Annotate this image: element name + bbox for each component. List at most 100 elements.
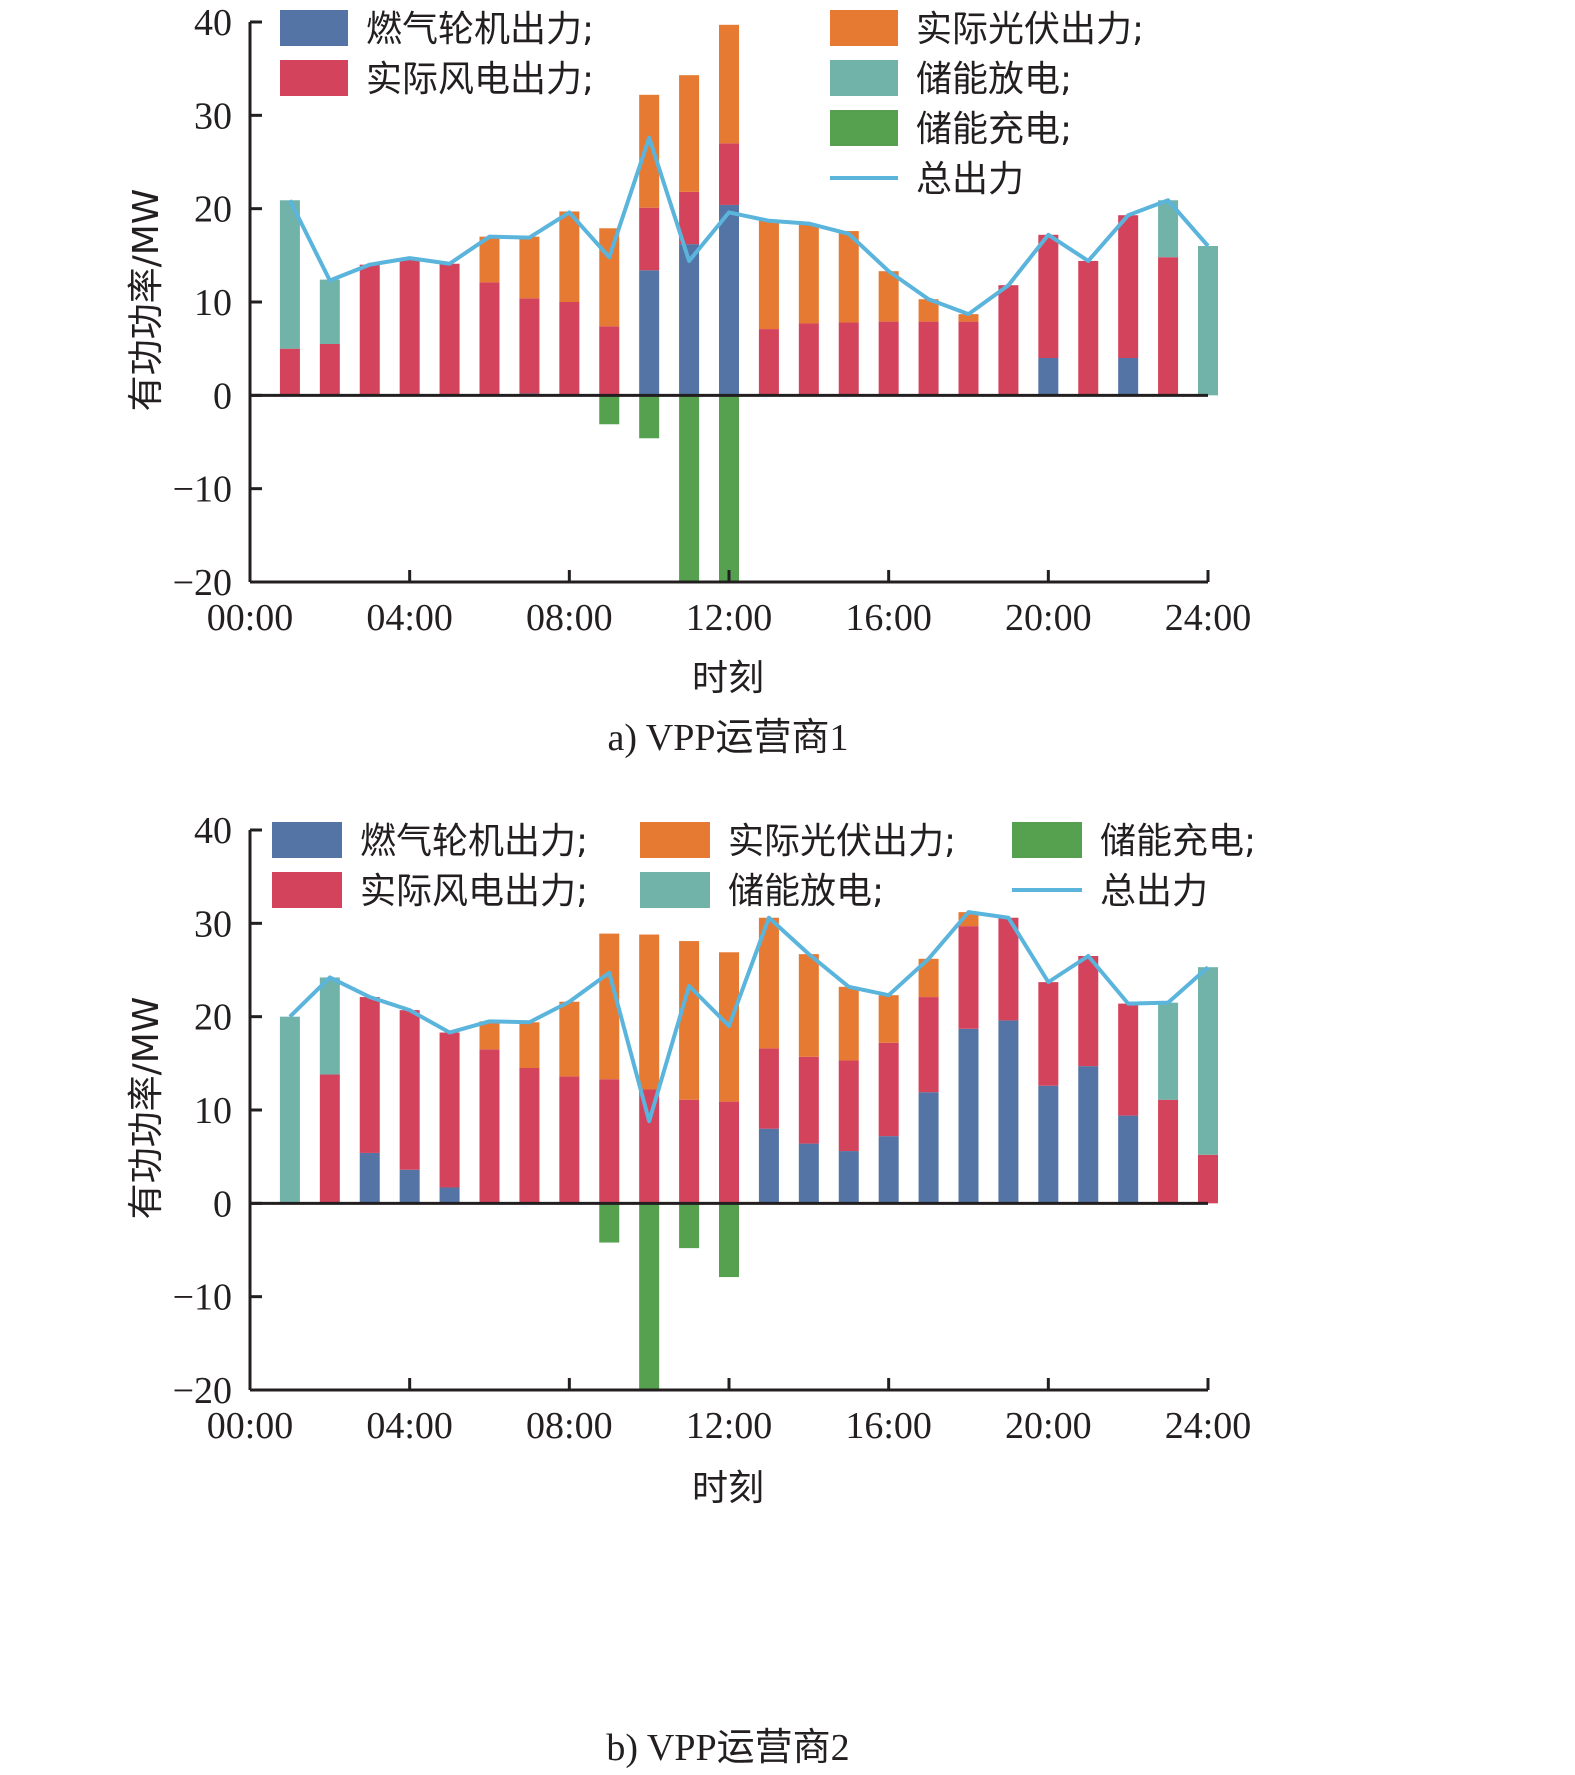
legend-label: 储能充电; bbox=[916, 109, 1072, 150]
bar-segment-wind bbox=[1158, 1099, 1179, 1204]
legend-label: 储能放电; bbox=[916, 59, 1072, 100]
bar-segment-gas bbox=[758, 1128, 779, 1204]
x-axis-title: 时刻 bbox=[692, 1468, 764, 1509]
bar-segment-pv bbox=[559, 211, 580, 302]
bar-segment-discharge bbox=[279, 1016, 300, 1204]
bar-segment-gas bbox=[1118, 358, 1139, 396]
bar-segment-wind bbox=[998, 917, 1019, 1021]
bar-segment-discharge bbox=[319, 977, 340, 1075]
y-tick-label: −10 bbox=[173, 1277, 232, 1319]
bar-segment-gas bbox=[798, 1143, 819, 1204]
bar-segment-wind bbox=[758, 329, 779, 396]
y-tick-label: −20 bbox=[173, 1370, 232, 1412]
bar-segment-gas bbox=[838, 1151, 859, 1204]
bar-segment-wind bbox=[639, 1089, 660, 1204]
bar-segment-wind bbox=[519, 298, 540, 394]
y-tick-label: 40 bbox=[194, 2, 232, 44]
bar-segment-pv bbox=[758, 220, 779, 330]
bar-segment-discharge bbox=[1198, 967, 1218, 1155]
bar-segment-wind bbox=[878, 321, 899, 396]
bar-segment-pv bbox=[639, 94, 660, 208]
bar-segment-wind bbox=[1118, 1003, 1139, 1116]
total-output-line bbox=[288, 135, 1210, 317]
bar-segment-wind bbox=[1118, 215, 1139, 358]
bar-segment-pv bbox=[479, 236, 500, 283]
legend-label: 燃气轮机出力; bbox=[366, 9, 594, 50]
x-tick-label: 00:00 bbox=[207, 1405, 294, 1447]
bar-segment-wind bbox=[719, 1101, 739, 1204]
chart-panel-a: −20 −10 0 10 20 30 40 00:00 04:00 08:00 12:00 16:0… bbox=[126, 2, 1251, 759]
bar-segment-charge bbox=[599, 1203, 620, 1243]
bar-segment-discharge bbox=[1158, 1002, 1179, 1100]
x-tick-label: 20:00 bbox=[1005, 1405, 1092, 1447]
x-tick-label: 12:00 bbox=[686, 1405, 773, 1447]
legend-item-total: 总出力 bbox=[830, 159, 1024, 200]
bar-segment-charge bbox=[679, 1203, 700, 1249]
y-axis-title: 有功功率/MW bbox=[126, 189, 167, 412]
bar-segment-gas bbox=[1038, 358, 1059, 396]
bar-segment-wind bbox=[1078, 956, 1099, 1067]
bar-segment-wind bbox=[439, 1032, 460, 1188]
legend-item-pv: 实际光伏出力; bbox=[640, 821, 956, 862]
bar-segment-charge bbox=[719, 395, 739, 582]
legend-label: 实际风电出力; bbox=[360, 871, 588, 912]
bar-segment-wind bbox=[559, 302, 580, 396]
bar-segment-pv bbox=[798, 224, 819, 324]
bar-segment-gas bbox=[399, 1169, 420, 1204]
bar-segment-pv bbox=[599, 228, 620, 327]
bar-segment-gas bbox=[439, 1187, 460, 1204]
legend-item-total: 总出力 bbox=[1012, 871, 1208, 912]
bar-segment-wind bbox=[719, 143, 739, 205]
bar-segment-wind bbox=[439, 263, 460, 396]
axes-group bbox=[248, 828, 1210, 1392]
bar-segment-gas bbox=[1078, 1066, 1099, 1204]
bar-segment-pv bbox=[838, 231, 859, 323]
bar-segment-wind bbox=[1078, 260, 1099, 396]
x-tick-label: 08:00 bbox=[526, 597, 613, 639]
bar-segment-pv bbox=[559, 1001, 580, 1077]
bar-segment-gas bbox=[719, 204, 739, 396]
chart-caption: a) VPP运营商1 bbox=[607, 717, 848, 759]
bars-group bbox=[279, 24, 1218, 582]
bar-segment-pv bbox=[918, 958, 939, 998]
bar-segment-pv bbox=[519, 236, 540, 299]
bar-segment-wind bbox=[359, 997, 380, 1153]
bar-segment-gas bbox=[918, 1092, 939, 1204]
bars-group bbox=[279, 912, 1218, 1390]
bar-segment-wind bbox=[1198, 1154, 1218, 1204]
legend-item-pv: 实际光伏出力; bbox=[830, 9, 1144, 50]
bar-segment-wind bbox=[1038, 982, 1059, 1086]
bar-segment-gas bbox=[998, 1020, 1019, 1204]
y-tick-label: 20 bbox=[194, 997, 232, 1039]
bar-segment-pv bbox=[479, 1021, 500, 1050]
x-tick-label: 24:00 bbox=[1165, 1405, 1252, 1447]
y-tick-labels: −20 −10 0 10 20 30 40 bbox=[173, 810, 232, 1412]
bar-segment-wind bbox=[838, 322, 859, 396]
bar-segment-wind bbox=[958, 321, 979, 396]
y-axis-title: 有功功率/MW bbox=[126, 997, 167, 1220]
legend-swatch bbox=[1012, 822, 1082, 858]
bar-segment-pv bbox=[679, 75, 700, 192]
bar-segment-wind bbox=[519, 1068, 540, 1204]
bar-segment-wind bbox=[599, 326, 620, 396]
bar-segment-wind bbox=[559, 1076, 580, 1204]
legend-item-discharge: 储能放电; bbox=[830, 59, 1072, 100]
legend-item-gas: 燃气轮机出力; bbox=[280, 9, 594, 50]
bar-segment-discharge bbox=[319, 279, 340, 344]
legend: 燃气轮机出力; 实际光伏出力; 实际风电出力; 储能放电; 储能充电; 总出力 bbox=[280, 9, 1144, 200]
bar-segment-wind bbox=[838, 1060, 859, 1152]
y-tick-label: −10 bbox=[173, 469, 232, 511]
bar-segment-wind bbox=[399, 1010, 420, 1170]
bar-segment-charge bbox=[639, 395, 660, 439]
bar-segment-wind bbox=[479, 1049, 500, 1204]
legend-label: 总出力 bbox=[916, 159, 1024, 200]
bar-segment-charge bbox=[719, 1203, 739, 1278]
bar-segment-wind bbox=[998, 285, 1019, 396]
legend-label: 实际风电出力; bbox=[366, 59, 594, 100]
y-tick-labels: −20 −10 0 10 20 30 40 bbox=[173, 2, 232, 604]
bar-segment-wind bbox=[399, 258, 420, 396]
legend: 燃气轮机出力; 实际光伏出力; 储能充电; 实际风电出力; 储能放电; 总出力 bbox=[272, 821, 1256, 912]
legend-swatch bbox=[280, 10, 348, 46]
legend-swatch bbox=[830, 60, 898, 96]
x-tick-label: 16:00 bbox=[845, 597, 932, 639]
